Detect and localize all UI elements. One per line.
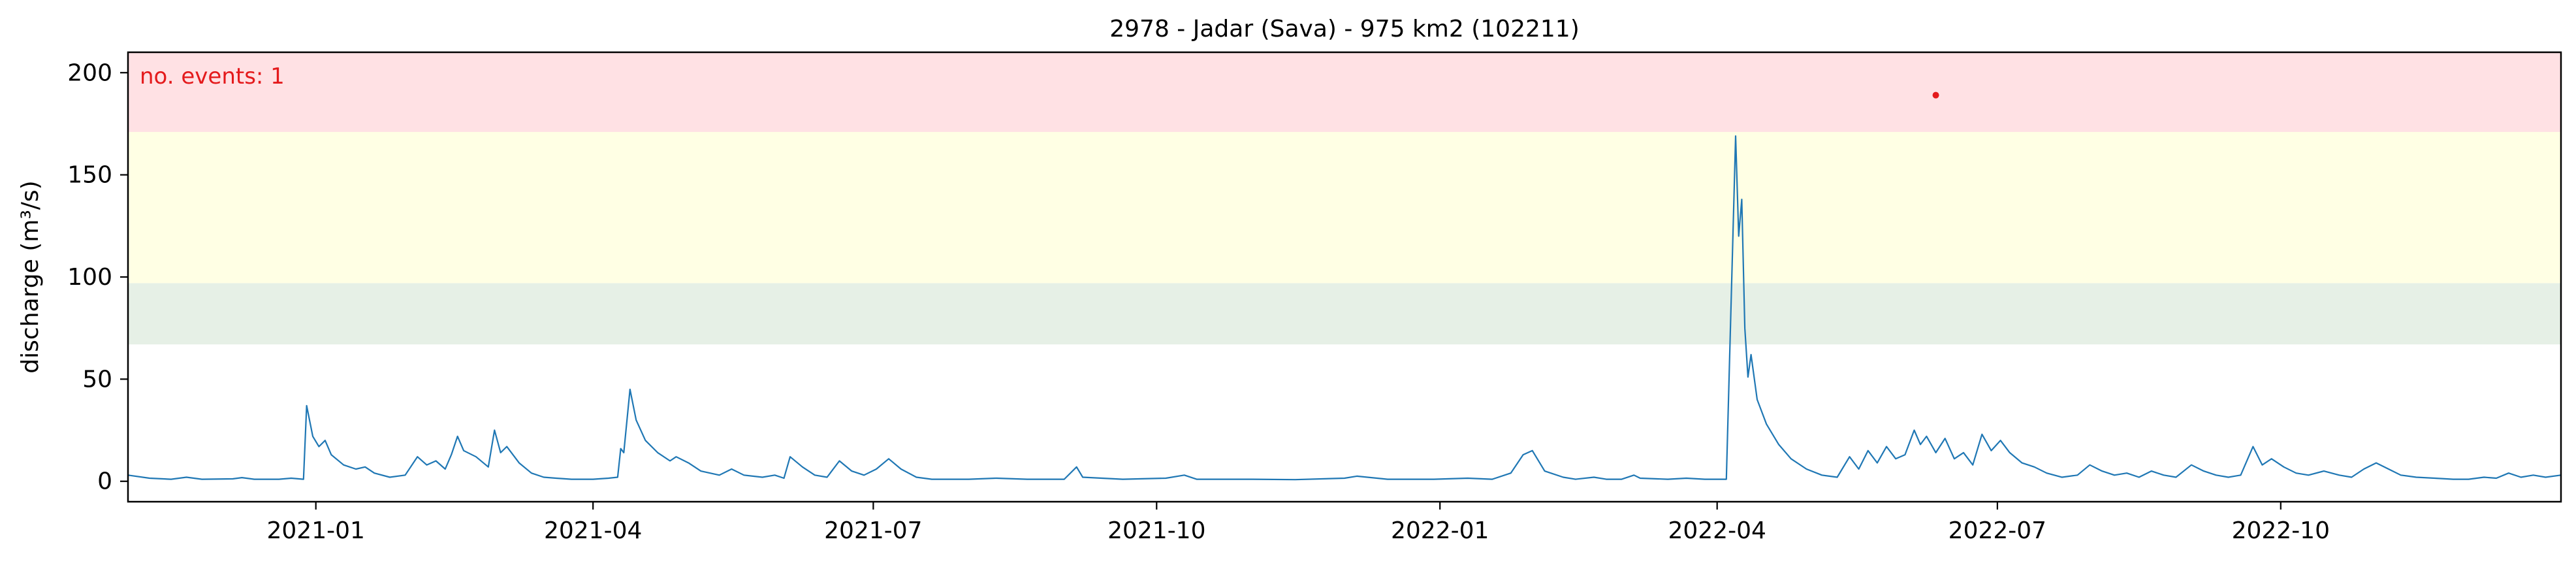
x-tick-label-7: 2022-10 [2232,517,2330,544]
y-tick-label-1: 50 [82,366,112,393]
chart-title: 2978 - Jadar (Sava) - 975 km2 (102211) [1109,16,1580,42]
y-tick-label-0: 0 [97,468,112,495]
event-markers [1932,91,1939,99]
y-axis-label: discharge (m³/s) [17,180,44,373]
x-tick-label-0: 2021-01 [266,517,364,544]
threshold-band-0 [128,283,2561,345]
x-tick-label-3: 2021-10 [1107,517,1205,544]
threshold-band-2 [128,52,2561,132]
x-tick-label-1: 2021-04 [544,517,642,544]
series-line-0 [127,135,2562,481]
y-tick-label-4: 200 [67,59,112,86]
x-tick-label-5: 2022-04 [1668,517,1766,544]
y-tick-label-3: 150 [67,162,112,189]
x-tick-label-2: 2021-07 [824,517,922,544]
y-axis: 0 50 100 150 200 [67,59,128,495]
event-point-0 [1932,91,1939,99]
x-tick-label-4: 2022-01 [1391,517,1489,544]
x-axis: 2021-01 2021-04 2021-07 2021-10 2022-01 2022-… [266,502,2330,544]
y-tick-label-2: 100 [67,264,112,291]
series-layer [127,135,2562,481]
threshold-bands [128,52,2561,345]
event-count-annotation: no. events: 1 [140,63,285,89]
threshold-band-1 [128,131,2561,284]
x-tick-label-6: 2022-07 [1948,517,2046,544]
